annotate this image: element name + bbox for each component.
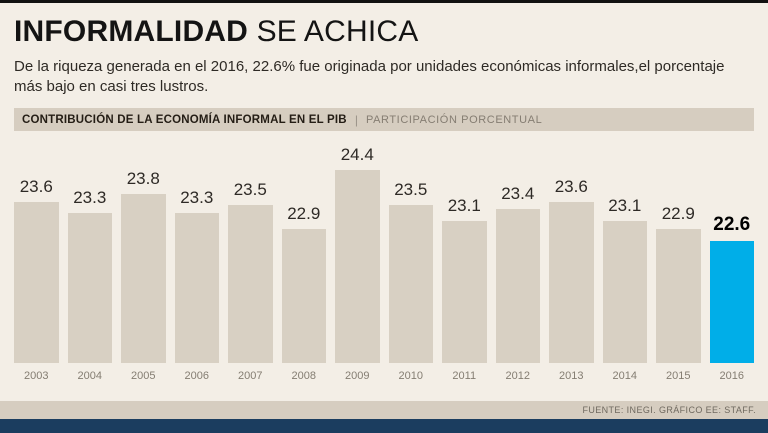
year-label: 2012 bbox=[505, 370, 530, 382]
bar-column: 23.1 2011 bbox=[442, 196, 487, 382]
source-credit: FUENTE: INEGI. GRÁFICO EE: STAFF. bbox=[582, 405, 756, 415]
top-rule bbox=[0, 0, 768, 3]
year-label: 2009 bbox=[345, 370, 370, 382]
bar-column: 24.4 2009 bbox=[335, 145, 380, 382]
page-title-main: INFORMALIDAD bbox=[14, 15, 249, 48]
bar-column: 22.9 2008 bbox=[281, 204, 326, 382]
bar-column: 23.6 2003 bbox=[14, 177, 59, 382]
bar bbox=[495, 209, 540, 363]
year-label: 2003 bbox=[24, 370, 49, 382]
year-label: 2013 bbox=[559, 370, 584, 382]
chart-subtitle: PARTICIPACIÓN PORCENTUAL bbox=[365, 113, 543, 126]
bar-chart: 23.6 2003 23.3 2004 23.8 2005 23.3 2006 23.5 2007… bbox=[14, 145, 754, 382]
bar-value-label: 23.3 bbox=[73, 188, 107, 207]
bar-value-label: 23.3 bbox=[180, 188, 214, 207]
bar-highlight bbox=[709, 241, 754, 363]
bar-column: 23.4 2012 bbox=[495, 184, 540, 382]
bar-value-label: 23.5 bbox=[394, 180, 428, 199]
subtitle-text: De la riqueza generada en el 2016, 22.6%… bbox=[14, 58, 725, 95]
bar-column: 22.6 2016 bbox=[709, 214, 754, 382]
year-label: 2016 bbox=[719, 370, 744, 382]
year-label: 2004 bbox=[77, 370, 102, 382]
bar-column: 23.5 2007 bbox=[228, 180, 273, 382]
bar-value-label: 23.5 bbox=[233, 180, 267, 199]
bar-value-label: 23.4 bbox=[501, 184, 535, 203]
bar bbox=[121, 194, 166, 363]
footer-bar: FUENTE: INEGI. GRÁFICO EE: STAFF. bbox=[0, 401, 768, 419]
bar-value-label: 22.6 bbox=[713, 214, 751, 235]
bar-value-label: 23.6 bbox=[19, 177, 53, 196]
bar bbox=[67, 213, 112, 363]
year-label: 2008 bbox=[291, 370, 316, 382]
bottom-rule bbox=[0, 419, 768, 433]
bar-column: 22.9 2015 bbox=[656, 204, 701, 382]
bar-column: 23.3 2006 bbox=[174, 188, 219, 382]
bar-value-label: 23.1 bbox=[447, 196, 481, 215]
bar-value-label: 24.4 bbox=[340, 145, 374, 164]
bar-column: 23.6 2013 bbox=[549, 177, 594, 382]
bar-value-label: 23.6 bbox=[554, 177, 588, 196]
chart-header-bar: CONTRIBUCIÓN DE LA ECONOMÍA INFORMAL EN … bbox=[14, 108, 754, 131]
year-label: 2015 bbox=[666, 370, 691, 382]
bar bbox=[602, 221, 647, 363]
chart-title: CONTRIBUCIÓN DE LA ECONOMÍA INFORMAL EN … bbox=[22, 113, 347, 126]
bar-value-label: 22.9 bbox=[661, 204, 695, 223]
bar-value-label: 23.8 bbox=[126, 169, 160, 188]
bar-column: 23.8 2005 bbox=[121, 169, 166, 382]
bar bbox=[442, 221, 487, 363]
bar-column: 23.3 2004 bbox=[67, 188, 112, 382]
bar bbox=[14, 202, 59, 363]
year-label: 2006 bbox=[184, 370, 209, 382]
bar bbox=[228, 205, 273, 363]
bar bbox=[549, 202, 594, 363]
bar-column: 23.1 2014 bbox=[602, 196, 647, 382]
year-label: 2010 bbox=[398, 370, 423, 382]
year-label: 2014 bbox=[612, 370, 637, 382]
bar bbox=[174, 213, 219, 363]
bar-value-label: 22.9 bbox=[287, 204, 321, 223]
year-label: 2007 bbox=[238, 370, 263, 382]
bar-value-label: 23.1 bbox=[608, 196, 642, 215]
bar-column: 23.5 2010 bbox=[388, 180, 433, 382]
year-label: 2005 bbox=[131, 370, 156, 382]
year-label: 2011 bbox=[452, 370, 477, 382]
bar bbox=[388, 205, 433, 363]
bar bbox=[281, 229, 326, 363]
bar bbox=[656, 229, 701, 363]
page-title: INFORMALIDAD SE ACHICA bbox=[14, 15, 754, 49]
chart-title-separator: | bbox=[354, 112, 358, 127]
bar bbox=[335, 170, 380, 363]
page-title-secondary: SE ACHICA bbox=[248, 15, 419, 48]
header-section: INFORMALIDAD SE ACHICA De la riqueza gen… bbox=[0, 3, 768, 96]
